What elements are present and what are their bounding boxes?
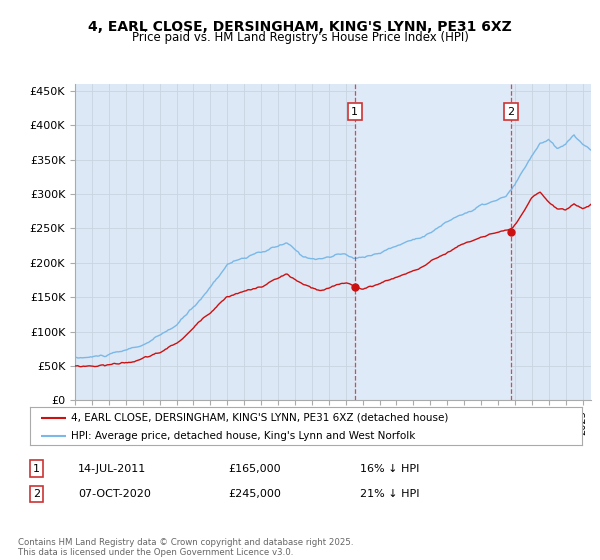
Text: 21% ↓ HPI: 21% ↓ HPI	[360, 489, 419, 499]
Text: 2: 2	[508, 106, 515, 116]
Text: 1: 1	[33, 464, 40, 474]
Text: £165,000: £165,000	[228, 464, 281, 474]
Text: 4, EARL CLOSE, DERSINGHAM, KING'S LYNN, PE31 6XZ: 4, EARL CLOSE, DERSINGHAM, KING'S LYNN, …	[88, 20, 512, 34]
Text: 1: 1	[352, 106, 358, 116]
Text: 4, EARL CLOSE, DERSINGHAM, KING'S LYNN, PE31 6XZ (detached house): 4, EARL CLOSE, DERSINGHAM, KING'S LYNN, …	[71, 413, 449, 423]
Text: Price paid vs. HM Land Registry's House Price Index (HPI): Price paid vs. HM Land Registry's House …	[131, 31, 469, 44]
Text: 07-OCT-2020: 07-OCT-2020	[78, 489, 151, 499]
Text: 16% ↓ HPI: 16% ↓ HPI	[360, 464, 419, 474]
Text: 2: 2	[33, 489, 40, 499]
Bar	[355, 84, 511, 400]
Text: 14-JUL-2011: 14-JUL-2011	[78, 464, 146, 474]
Text: HPI: Average price, detached house, King's Lynn and West Norfolk: HPI: Average price, detached house, King…	[71, 431, 416, 441]
Text: Contains HM Land Registry data © Crown copyright and database right 2025.
This d: Contains HM Land Registry data © Crown c…	[18, 538, 353, 557]
Text: £245,000: £245,000	[228, 489, 281, 499]
